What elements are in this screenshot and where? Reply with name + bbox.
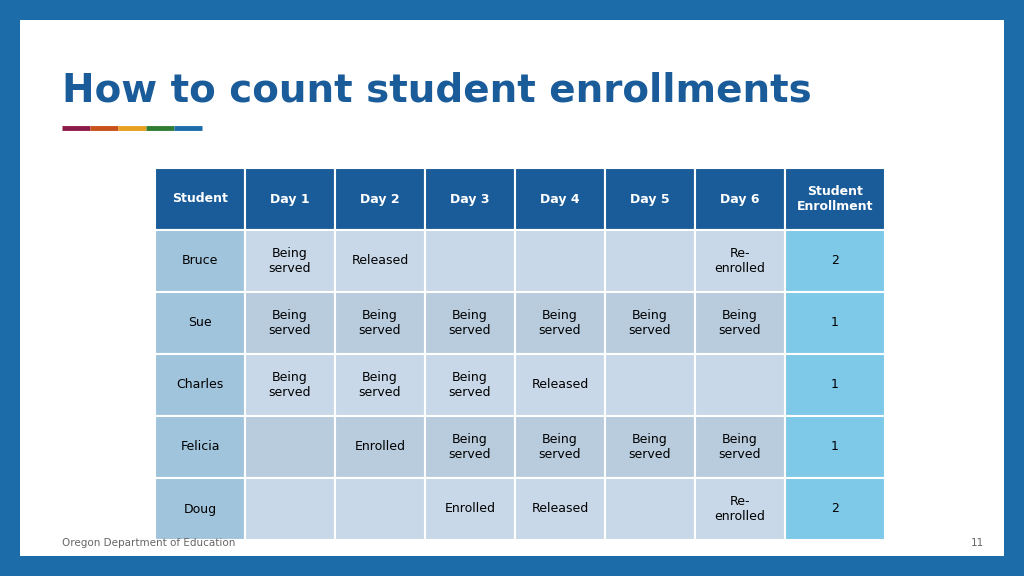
Bar — [605, 478, 695, 540]
Bar — [425, 168, 515, 230]
Bar — [515, 230, 605, 292]
Text: Sue: Sue — [188, 316, 212, 329]
Text: Being
served: Being served — [719, 433, 761, 461]
Bar — [155, 168, 245, 230]
Bar — [515, 292, 605, 354]
Bar — [425, 416, 515, 478]
Bar — [245, 478, 335, 540]
Text: Being
served: Being served — [629, 309, 672, 338]
Bar — [425, 478, 515, 540]
Bar — [425, 292, 515, 354]
Bar — [695, 230, 785, 292]
Bar — [695, 354, 785, 416]
Text: Oregon Department of Education: Oregon Department of Education — [62, 538, 236, 548]
Bar — [605, 168, 695, 230]
Bar — [605, 354, 695, 416]
Text: Being
served: Being served — [449, 371, 492, 399]
Text: How to count student enrollments: How to count student enrollments — [62, 72, 812, 110]
Text: Doug: Doug — [183, 502, 216, 516]
Text: Day 3: Day 3 — [451, 192, 489, 206]
Bar — [155, 230, 245, 292]
Bar — [605, 230, 695, 292]
Text: 1: 1 — [831, 316, 839, 329]
Text: Day 4: Day 4 — [541, 192, 580, 206]
Text: Being
served: Being served — [539, 433, 582, 461]
Text: Enrolled: Enrolled — [354, 441, 406, 453]
Text: Being
served: Being served — [629, 433, 672, 461]
Text: Being
served: Being served — [268, 371, 311, 399]
Text: Student: Student — [172, 192, 228, 206]
Bar — [245, 292, 335, 354]
Bar — [695, 478, 785, 540]
Bar — [155, 416, 245, 478]
Bar — [515, 478, 605, 540]
Bar — [335, 478, 425, 540]
Bar — [155, 354, 245, 416]
Text: Released: Released — [531, 378, 589, 392]
Text: 1: 1 — [831, 378, 839, 392]
Bar — [335, 230, 425, 292]
Bar — [695, 168, 785, 230]
Text: Felicia: Felicia — [180, 441, 220, 453]
Bar — [425, 354, 515, 416]
Text: 11: 11 — [971, 538, 984, 548]
Bar — [245, 354, 335, 416]
Text: Re-
enrolled: Re- enrolled — [715, 495, 765, 523]
Bar — [515, 168, 605, 230]
Text: Day 1: Day 1 — [270, 192, 310, 206]
Text: Day 6: Day 6 — [720, 192, 760, 206]
Bar — [785, 230, 885, 292]
Bar — [245, 230, 335, 292]
Bar — [785, 416, 885, 478]
Bar — [335, 354, 425, 416]
Text: Being
served: Being served — [539, 309, 582, 338]
Text: Day 5: Day 5 — [630, 192, 670, 206]
Text: Re-
enrolled: Re- enrolled — [715, 247, 765, 275]
Bar — [245, 416, 335, 478]
Text: 1: 1 — [831, 441, 839, 453]
Bar — [515, 416, 605, 478]
Text: Enrolled: Enrolled — [444, 502, 496, 516]
Bar — [245, 168, 335, 230]
Bar — [335, 416, 425, 478]
Text: Being
served: Being served — [358, 371, 401, 399]
Bar — [605, 416, 695, 478]
Text: Being
served: Being served — [449, 433, 492, 461]
Text: Bruce: Bruce — [182, 255, 218, 267]
Bar — [425, 230, 515, 292]
Bar — [155, 478, 245, 540]
Bar — [785, 292, 885, 354]
Text: Day 2: Day 2 — [360, 192, 399, 206]
Bar — [515, 354, 605, 416]
Bar — [605, 292, 695, 354]
Bar — [335, 168, 425, 230]
Text: Student
Enrollment: Student Enrollment — [797, 185, 873, 213]
Bar — [785, 354, 885, 416]
Bar — [785, 478, 885, 540]
Text: Being
served: Being served — [449, 309, 492, 338]
Text: Being
served: Being served — [268, 309, 311, 338]
Text: 2: 2 — [831, 502, 839, 516]
Bar — [695, 416, 785, 478]
Text: Being
served: Being served — [268, 247, 311, 275]
Text: Released: Released — [351, 255, 409, 267]
Bar — [155, 292, 245, 354]
Bar — [695, 292, 785, 354]
Bar — [335, 292, 425, 354]
Text: Charles: Charles — [176, 378, 223, 392]
Text: Being
served: Being served — [719, 309, 761, 338]
Text: Released: Released — [531, 502, 589, 516]
Text: 2: 2 — [831, 255, 839, 267]
Bar — [785, 168, 885, 230]
Text: Being
served: Being served — [358, 309, 401, 338]
